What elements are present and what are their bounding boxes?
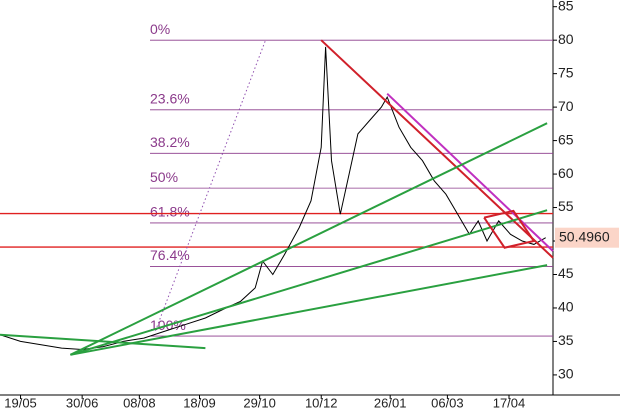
- fib-label: 23.6%: [150, 90, 190, 106]
- y-tick-label: 80: [558, 31, 574, 47]
- x-tick-label: 29/10: [243, 395, 276, 410]
- x-tick-label: 26/01: [374, 395, 407, 410]
- y-tick-label: 45: [558, 265, 574, 281]
- price-line: [0, 46, 546, 351]
- trendline: [70, 209, 548, 356]
- y-tick-label: 30: [558, 366, 574, 382]
- last-price-box: [555, 227, 619, 248]
- last-price-label: 50.4960: [559, 228, 610, 244]
- x-tick-label: 06/03: [431, 395, 464, 410]
- fib-label: 50%: [150, 169, 178, 185]
- y-tick-label: 35: [558, 332, 574, 348]
- x-tick-label: 18/09: [183, 395, 216, 410]
- y-tick-label: 40: [558, 299, 574, 315]
- x-tick-label: 08/08: [123, 395, 156, 410]
- x-tick-label: 30/06: [66, 395, 99, 410]
- y-tick-label: 85: [558, 0, 574, 13]
- fib-label: 61.8%: [150, 204, 190, 220]
- trendline: [70, 264, 548, 356]
- fib-label: 38.2%: [150, 134, 190, 150]
- y-tick-label: 65: [558, 131, 574, 147]
- y-tick-label: 60: [558, 165, 574, 181]
- trendline: [320, 39, 554, 259]
- y-tick-label: 70: [558, 98, 574, 114]
- trendline: [69, 122, 548, 356]
- trendline: [386, 92, 554, 252]
- x-tick-label: 10/12: [305, 395, 338, 410]
- trendline: [0, 333, 206, 350]
- x-tick-label: 19/05: [4, 395, 37, 410]
- y-tick-label: 55: [558, 198, 574, 214]
- trendline: [483, 209, 536, 249]
- x-tick-label: 17/04: [493, 395, 526, 410]
- y-tick-label: 75: [558, 64, 574, 80]
- fib-label: 0%: [150, 21, 170, 37]
- fib-label: 76.4%: [150, 247, 190, 263]
